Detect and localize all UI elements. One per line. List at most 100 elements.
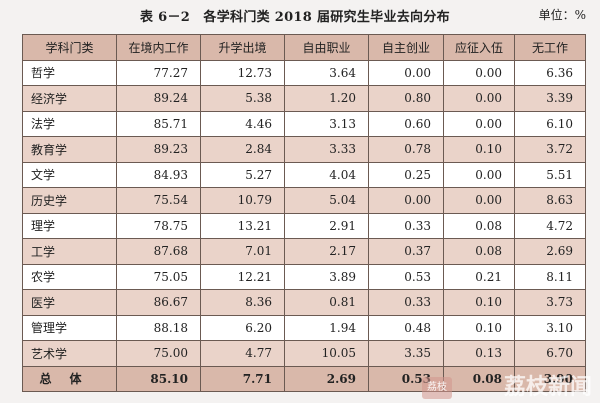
value-cell: 85.71 [116, 110, 201, 137]
value-cell: 75.54 [116, 187, 201, 214]
value-cell: 6.36 [514, 59, 586, 86]
value-cell: 0.33 [368, 212, 444, 239]
table-row: 文学 84.93 5.27 4.04 0.25 0.00 5.51 [22, 161, 586, 188]
discipline-cell: 工学 [22, 238, 117, 265]
discipline-cell: 艺术学 [22, 340, 117, 367]
discipline-cell: 经济学 [22, 85, 117, 112]
value-cell: 0.08 [443, 238, 515, 265]
header-cell: 在境内工作 [116, 34, 201, 61]
table-row: 教育学 89.23 2.84 3.33 0.78 0.10 3.72 [22, 136, 586, 163]
header-cell: 自由职业 [284, 34, 369, 61]
value-cell: 2.69 [284, 365, 369, 392]
discipline-cell: 教育学 [22, 136, 117, 163]
value-cell: 1.20 [284, 85, 369, 112]
value-cell: 0.00 [368, 187, 444, 214]
value-cell: 6.20 [200, 314, 285, 341]
value-cell: 2.17 [284, 238, 369, 265]
table-row: 经济学 89.24 5.38 1.20 0.80 0.00 3.39 [22, 85, 586, 112]
discipline-cell: 理学 [22, 212, 117, 239]
table-row: 农学 75.05 12.21 3.89 0.53 0.21 8.11 [22, 263, 586, 290]
value-cell: 4.72 [514, 212, 586, 239]
value-cell: 12.73 [200, 59, 285, 86]
table-caption: 表 6－2 各学科门类 2018 届研究生毕业去向分布 单位：% [0, 4, 600, 26]
value-cell: 2.91 [284, 212, 369, 239]
value-cell: 0.10 [443, 289, 515, 316]
value-cell: 0.08 [443, 212, 515, 239]
value-cell: 3.35 [368, 340, 444, 367]
discipline-cell: 历史学 [22, 187, 117, 214]
value-cell: 8.36 [200, 289, 285, 316]
value-cell: 1.94 [284, 314, 369, 341]
value-cell: 78.75 [116, 212, 201, 239]
value-cell: 0.48 [368, 314, 444, 341]
table-row: 管理学 88.18 6.20 1.94 0.48 0.10 3.10 [22, 314, 586, 341]
value-cell: 0.37 [368, 238, 444, 265]
value-cell: 0.00 [443, 59, 515, 86]
discipline-cell: 管理学 [22, 314, 117, 341]
value-cell: 6.10 [514, 110, 586, 137]
value-cell: 2.84 [200, 136, 285, 163]
header-cell: 学科门类 [22, 34, 117, 61]
value-cell: 84.93 [116, 161, 201, 188]
value-cell: 0.80 [368, 85, 444, 112]
value-cell: 0.60 [368, 110, 444, 137]
value-cell: 2.69 [514, 238, 586, 265]
value-cell: 7.01 [200, 238, 285, 265]
value-cell: 3.13 [284, 110, 369, 137]
table-row: 医学 86.67 8.36 0.81 0.33 0.10 3.73 [22, 289, 586, 316]
discipline-cell: 哲学 [22, 59, 117, 86]
watermark-text: 荔枝新闻 [503, 375, 592, 400]
discipline-cell: 法学 [22, 110, 117, 137]
value-cell: 89.23 [116, 136, 201, 163]
value-cell: 0.10 [443, 136, 515, 163]
header-cell: 应征入伍 [443, 34, 515, 61]
value-cell: 0.25 [368, 161, 444, 188]
value-cell: 5.04 [284, 187, 369, 214]
value-cell: 3.39 [514, 85, 586, 112]
value-cell: 0.21 [443, 263, 515, 290]
value-cell: 12.21 [200, 263, 285, 290]
value-cell: 3.10 [514, 314, 586, 341]
value-cell: 0.00 [443, 85, 515, 112]
header-cell: 自主创业 [368, 34, 444, 61]
value-cell: 3.73 [514, 289, 586, 316]
value-cell: 75.00 [116, 340, 201, 367]
value-cell: 10.05 [284, 340, 369, 367]
value-cell: 0.00 [443, 161, 515, 188]
total-row: 总体 85.10 7.71 2.69 0.53 0.08 3.90 [22, 365, 586, 392]
value-cell: 4.77 [200, 340, 285, 367]
value-cell: 5.27 [200, 161, 285, 188]
value-cell: 0.00 [443, 187, 515, 214]
table-title: 表 6－2 各学科门类 2018 届研究生毕业去向分布 [140, 10, 450, 25]
value-cell: 3.64 [284, 59, 369, 86]
value-cell: 87.68 [116, 238, 201, 265]
value-cell: 7.71 [200, 365, 285, 392]
value-cell: 13.21 [200, 212, 285, 239]
value-cell: 8.63 [514, 187, 586, 214]
value-cell: 75.05 [116, 263, 201, 290]
value-cell: 3.33 [284, 136, 369, 163]
header-row: 学科门类 在境内工作 升学出境 自由职业 自主创业 应征入伍 无工作 [22, 34, 586, 61]
value-cell: 0.53 [368, 263, 444, 290]
value-cell: 8.11 [514, 263, 586, 290]
value-cell: 0.81 [284, 289, 369, 316]
value-cell: 89.24 [116, 85, 201, 112]
value-cell: 10.79 [200, 187, 285, 214]
value-cell: 0.33 [368, 289, 444, 316]
value-cell: 0.00 [443, 110, 515, 137]
watermark-logo: 荔枝 [422, 377, 452, 399]
value-cell: 4.46 [200, 110, 285, 137]
discipline-cell: 医学 [22, 289, 117, 316]
value-cell: 5.38 [200, 85, 285, 112]
table-row: 工学 87.68 7.01 2.17 0.37 0.08 2.69 [22, 238, 586, 265]
table-row: 历史学 75.54 10.79 5.04 0.00 0.00 8.63 [22, 187, 586, 214]
value-cell: 0.00 [368, 59, 444, 86]
value-cell: 0.10 [443, 314, 515, 341]
discipline-cell: 农学 [22, 263, 117, 290]
value-cell: 0.78 [368, 136, 444, 163]
value-cell: 86.67 [116, 289, 201, 316]
value-cell: 88.18 [116, 314, 201, 341]
table-row: 哲学 77.27 12.73 3.64 0.00 0.00 6.36 [22, 59, 586, 86]
value-cell: 0.13 [443, 340, 515, 367]
discipline-cell: 文学 [22, 161, 117, 188]
